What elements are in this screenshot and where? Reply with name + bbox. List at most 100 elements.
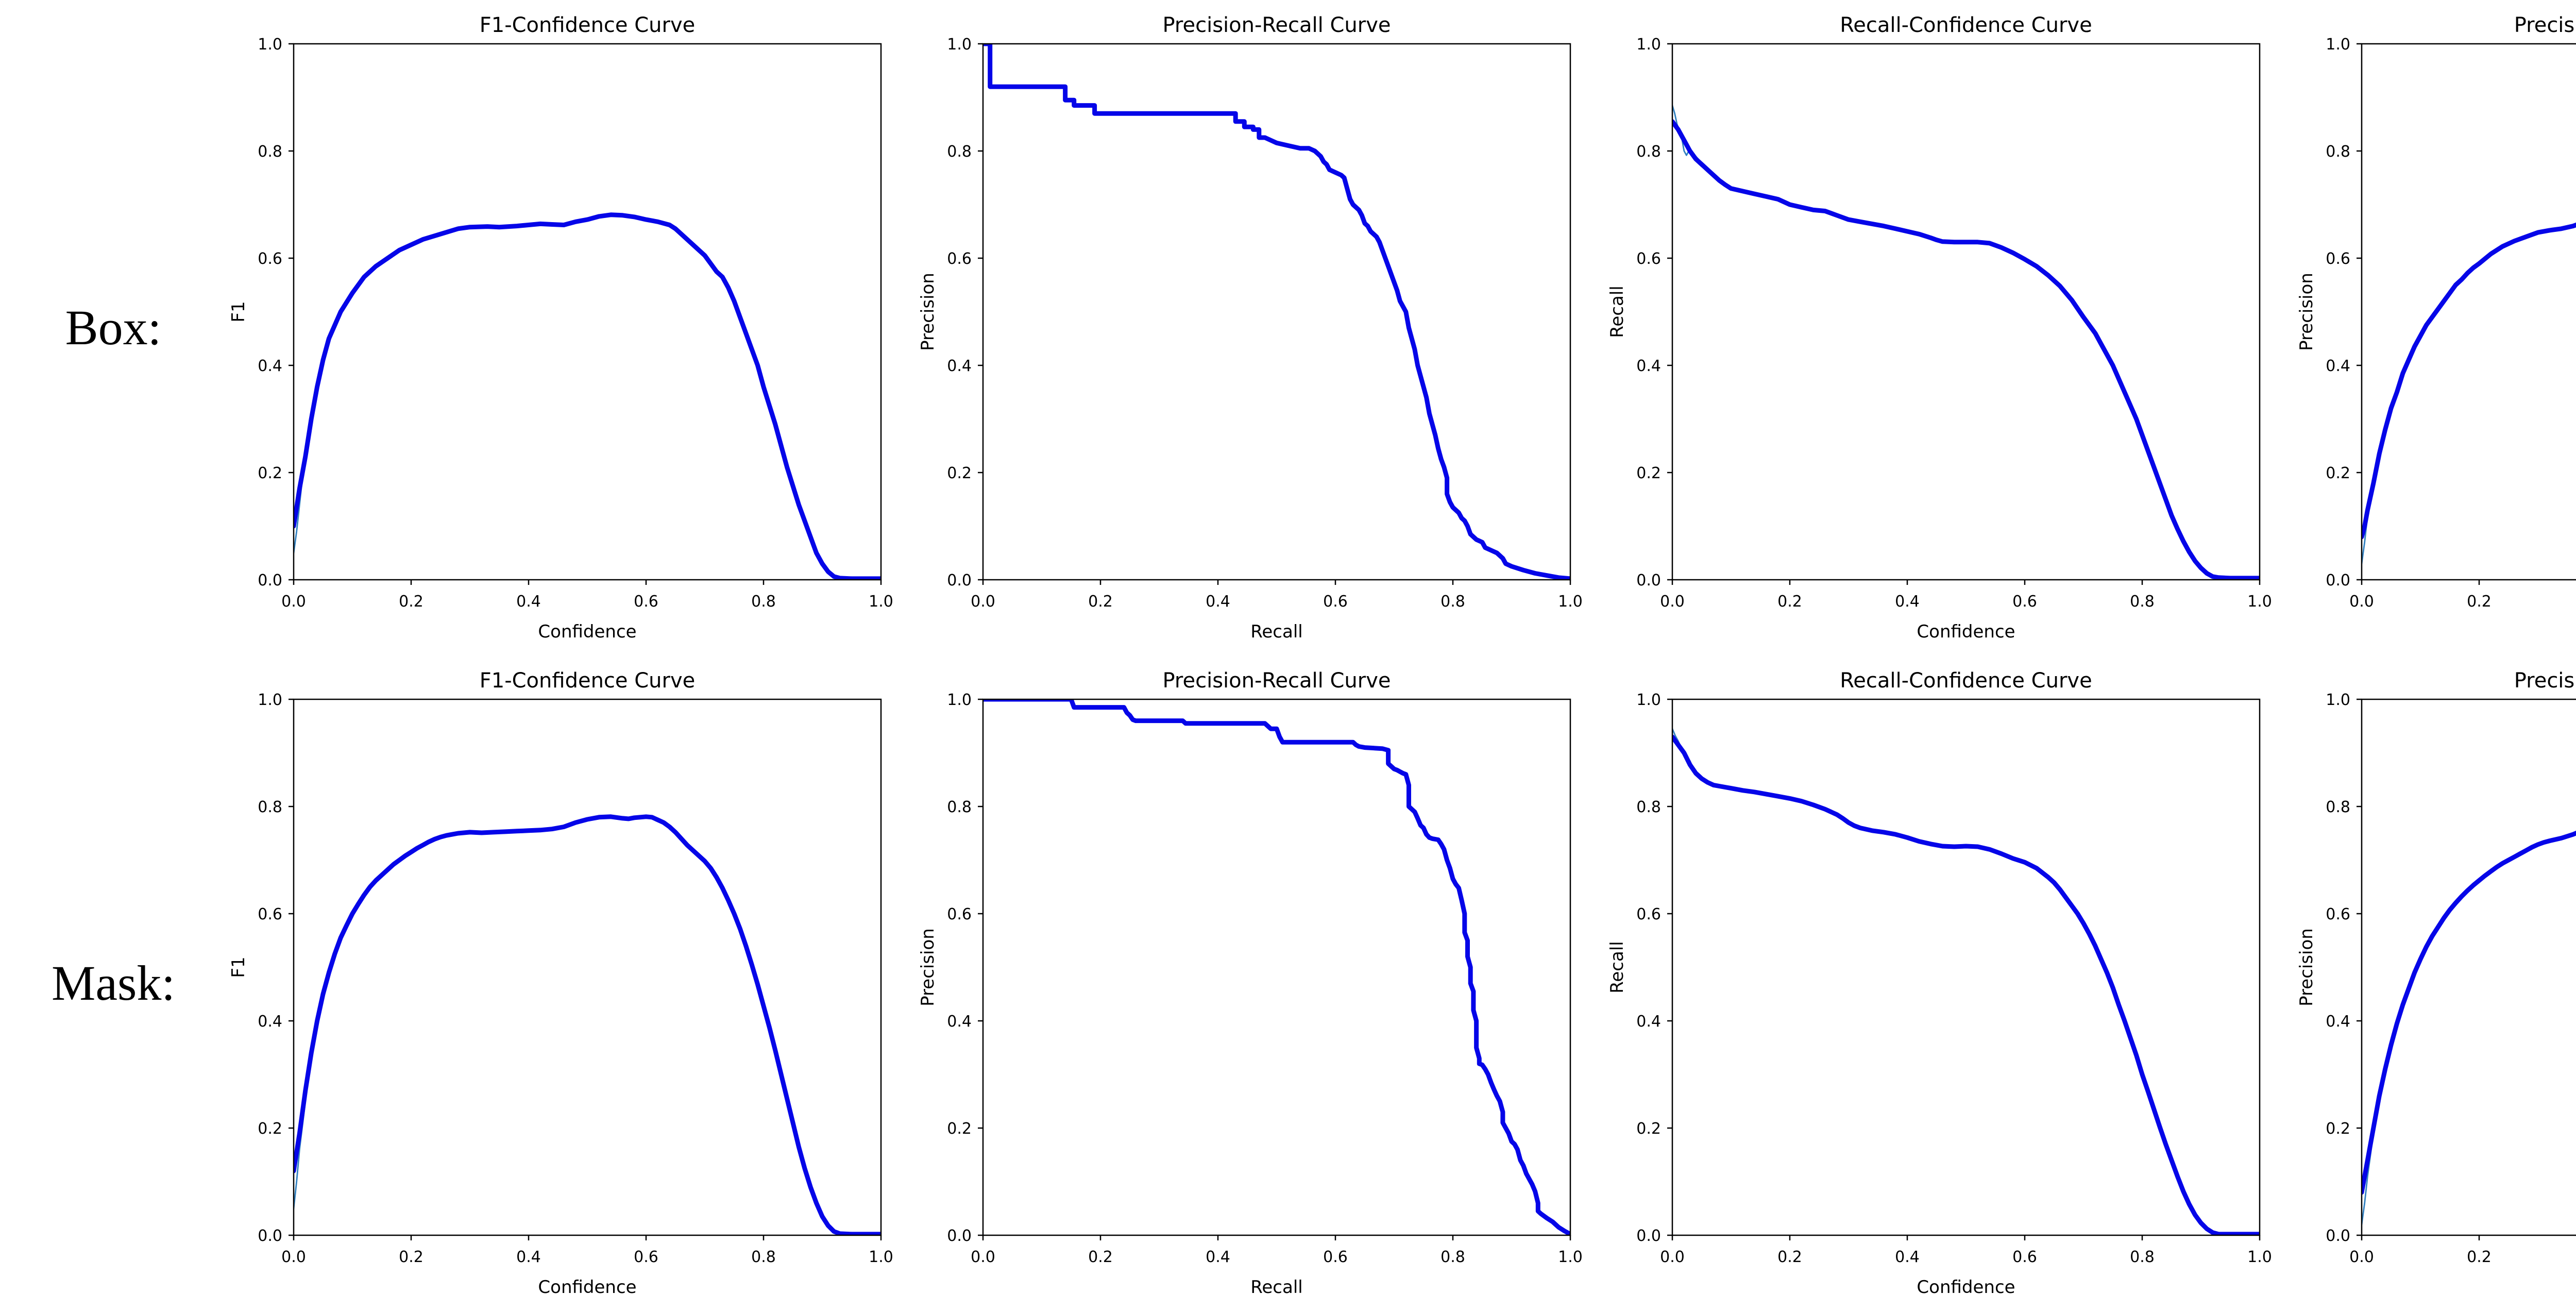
y-tick-label: 0.2 <box>2326 1120 2350 1138</box>
x-tick-label: 0.2 <box>1088 1248 1113 1266</box>
y-axis-label: Recall <box>1607 285 1628 338</box>
y-axis-label: F1 <box>228 301 249 322</box>
y-tick-label: 0.4 <box>258 357 282 375</box>
x-tick-label: 0.8 <box>2130 1248 2155 1266</box>
curve-all-classes <box>982 699 1571 1236</box>
axes-spines <box>2361 43 2576 581</box>
y-tick-label: 1.0 <box>947 691 972 709</box>
y-tick-label: 0.6 <box>947 905 972 923</box>
y-axis-label: Precision <box>918 928 938 1006</box>
curves-group <box>982 699 1571 1236</box>
x-tick-label: 0.0 <box>2349 1248 2374 1266</box>
curve-per-class <box>2361 224 2576 565</box>
plot-canvas: Recall-Confidence Curve Confidence Recal… <box>1607 669 2272 1298</box>
x-tick-label: 0.0 <box>281 593 306 611</box>
y-tick-label: 0.4 <box>258 1013 282 1031</box>
y-tick-label: 0.4 <box>947 1013 972 1031</box>
axes-spines <box>982 698 1571 1236</box>
x-tick-label: 0.4 <box>1206 1248 1230 1266</box>
curve-all-classes <box>2361 222 2576 540</box>
curves-group <box>1672 728 2260 1236</box>
y-tick-label: 0.6 <box>947 250 972 268</box>
plot-mask-precision-confidence: Precision-Confidence Curve Confidence Pr… <box>2295 656 2576 1311</box>
x-tick-label: 0.2 <box>399 1248 423 1266</box>
axes-group: 0.00.20.40.60.81.00.00.20.40.60.81.0 <box>2326 36 2576 611</box>
y-axis-label: Precision <box>918 273 938 351</box>
x-tick-label: 1.0 <box>1558 1248 1583 1266</box>
curve-all-classes <box>982 43 1571 580</box>
y-tick-label: 1.0 <box>1636 691 1661 709</box>
curves-group <box>293 212 882 580</box>
plot-title: F1-Confidence Curve <box>480 669 696 693</box>
x-tick-label: 0.6 <box>1323 593 1348 611</box>
plot-canvas: Precision-Recall Curve Recall Precision … <box>918 669 1583 1298</box>
y-tick-label: 0.6 <box>2326 250 2350 268</box>
axes-spines <box>982 43 1571 581</box>
y-tick-label: 0.8 <box>947 798 972 816</box>
y-tick-label: 0.8 <box>1636 143 1661 161</box>
plot-title: Precision-Confidence Curve <box>2514 669 2576 693</box>
y-tick-label: 0.0 <box>1636 1227 1661 1245</box>
x-axis-label: Confidence <box>1917 1277 2015 1298</box>
x-axis-label: Recall <box>1250 621 1302 642</box>
axes-spines <box>1671 698 2261 1236</box>
plot-title: Precision-Recall Curve <box>1163 669 1391 693</box>
x-axis-label: Confidence <box>538 621 636 642</box>
x-axis-label: Recall <box>1250 1277 1302 1298</box>
plot-canvas: Precision-Recall Curve Recall Precision … <box>918 13 1583 642</box>
x-tick-label: 0.2 <box>1777 1248 1802 1266</box>
x-tick-label: 1.0 <box>869 1248 893 1266</box>
y-tick-label: 0.4 <box>1636 1013 1661 1031</box>
y-tick-label: 0.8 <box>2326 143 2350 161</box>
x-axis-label: Confidence <box>1917 621 2015 642</box>
y-tick-label: 0.6 <box>2326 905 2350 923</box>
x-tick-label: 0.6 <box>634 593 658 611</box>
y-tick-label: 1.0 <box>258 36 282 54</box>
x-tick-label: 0.2 <box>1777 593 1802 611</box>
y-tick-label: 0.2 <box>947 464 972 482</box>
y-axis-label: Recall <box>1607 941 1628 993</box>
y-tick-label: 0.8 <box>947 143 972 161</box>
x-tick-label: 0.0 <box>2349 593 2374 611</box>
x-tick-label: 0.8 <box>751 593 776 611</box>
x-tick-label: 0.8 <box>2130 593 2155 611</box>
y-tick-label: 0.4 <box>2326 357 2350 375</box>
x-tick-label: 0.0 <box>971 593 995 611</box>
y-tick-label: 1.0 <box>2326 36 2350 54</box>
plot-title: F1-Confidence Curve <box>480 13 696 37</box>
y-tick-label: 0.8 <box>1636 798 1661 816</box>
x-tick-label: 0.4 <box>516 593 541 611</box>
curves-group <box>2361 830 2576 1225</box>
y-tick-label: 0.2 <box>1636 464 1661 482</box>
y-tick-label: 0.2 <box>947 1120 972 1138</box>
x-tick-label: 1.0 <box>1558 593 1583 611</box>
x-tick-label: 0.4 <box>516 1248 541 1266</box>
x-tick-label: 1.0 <box>2247 1248 2272 1266</box>
x-tick-label: 1.0 <box>869 593 893 611</box>
y-tick-label: 0.6 <box>1636 250 1661 268</box>
y-tick-label: 1.0 <box>258 691 282 709</box>
y-tick-label: 0.4 <box>2326 1013 2350 1031</box>
y-tick-label: 0.6 <box>258 250 282 268</box>
y-tick-label: 1.0 <box>947 36 972 54</box>
x-tick-label: 0.8 <box>1440 593 1465 611</box>
y-axis-label: Precision <box>2296 928 2317 1006</box>
y-tick-label: 0.4 <box>1636 357 1661 375</box>
curve-per-class <box>1672 105 1703 164</box>
x-tick-label: 0.0 <box>1660 1248 1685 1266</box>
x-tick-label: 0.2 <box>2467 593 2492 611</box>
curve-all-classes <box>2361 830 2576 1195</box>
plot-title: Precision-Confidence Curve <box>2514 13 2576 37</box>
y-tick-label: 0.0 <box>947 572 972 590</box>
x-tick-label: 0.6 <box>634 1248 658 1266</box>
plot-canvas: F1-Confidence Curve Confidence F1 0.0 0.2… <box>228 669 893 1298</box>
x-axis-label: Confidence <box>538 1277 636 1298</box>
x-tick-label: 0.2 <box>2467 1248 2492 1266</box>
